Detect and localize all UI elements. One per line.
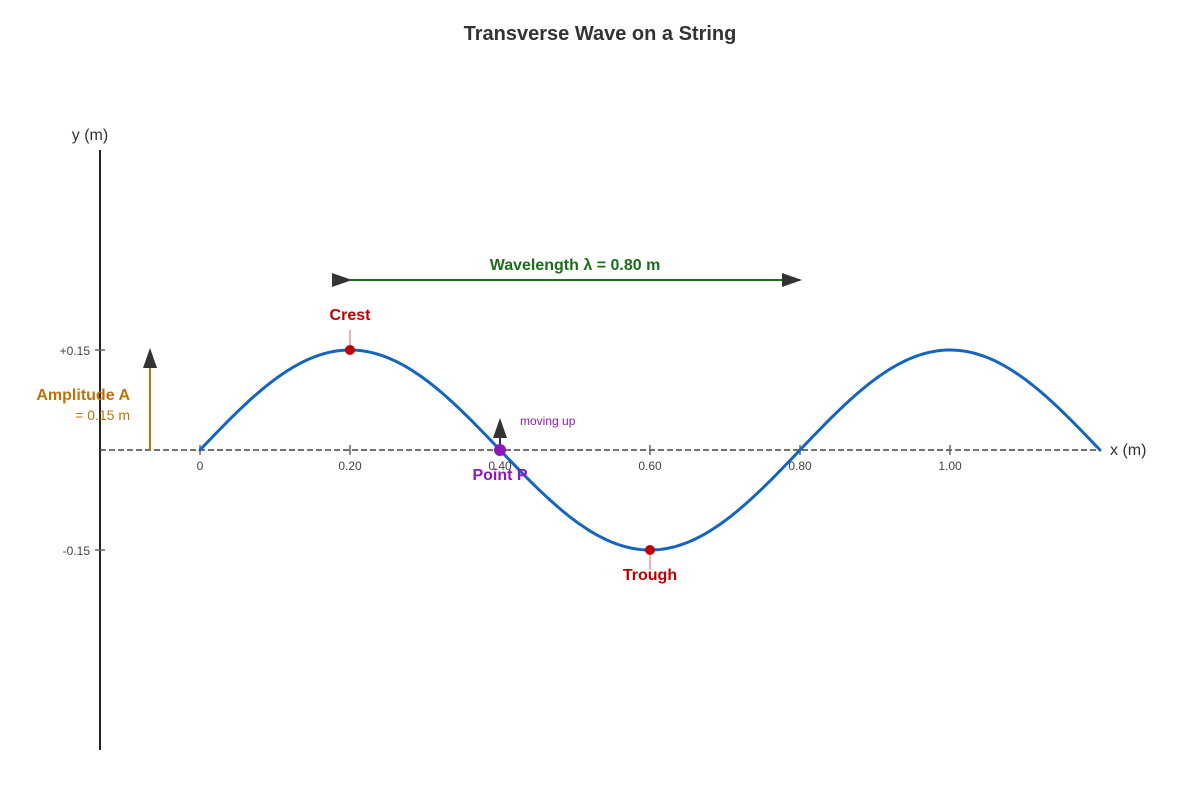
point-p-label: Point P [472,467,527,484]
diagram-title: Transverse Wave on a String [464,23,737,45]
y-tick-label-neg: -0.15 [63,544,91,558]
amplitude-value: = 0.15 m [75,407,130,423]
x-tick-label-2: 0.40 [488,459,512,473]
x-tick-label-3: 0.60 [638,459,662,473]
y-tick-label-pos: +0.15 [60,344,91,358]
x-tick-label-4: 0.80 [788,459,812,473]
point-p-motion-label: moving up [520,414,576,428]
wavelength-label: Wavelength λ = 0.80 m [490,257,661,274]
point-p-dot [494,444,506,456]
amplitude-indicator: Amplitude A = 0.15 m [36,348,157,450]
wavelength-arrowhead-left [332,273,352,287]
crest-label: Crest [330,307,372,324]
x-tick-label-1: 0.20 [338,459,362,473]
trough-point [645,545,655,555]
x-tick-label-5: 1.00 [938,459,962,473]
y-axis-label: y (m) [72,127,108,144]
x-tick-label-0: 0 [197,459,204,473]
trough-label: Trough [623,567,677,584]
point-p-velocity-arrowhead [493,418,507,438]
crest-point [345,345,355,355]
crest-marker: Crest [330,307,372,355]
point-p-marker: Point P moving up [472,414,575,484]
y-ticks: +0.15 -0.15 [60,344,105,558]
x-ticks: 0 0.20 0.40 0.60 0.80 1.00 [197,445,962,473]
trough-marker: Trough [623,545,677,584]
amplitude-label: Amplitude A [36,387,130,404]
amplitude-arrowhead [143,348,157,368]
wavelength-arrowhead-right [782,273,802,287]
wavelength-indicator: Wavelength λ = 0.80 m [332,257,802,287]
x-axis-label: x (m) [1110,442,1146,459]
